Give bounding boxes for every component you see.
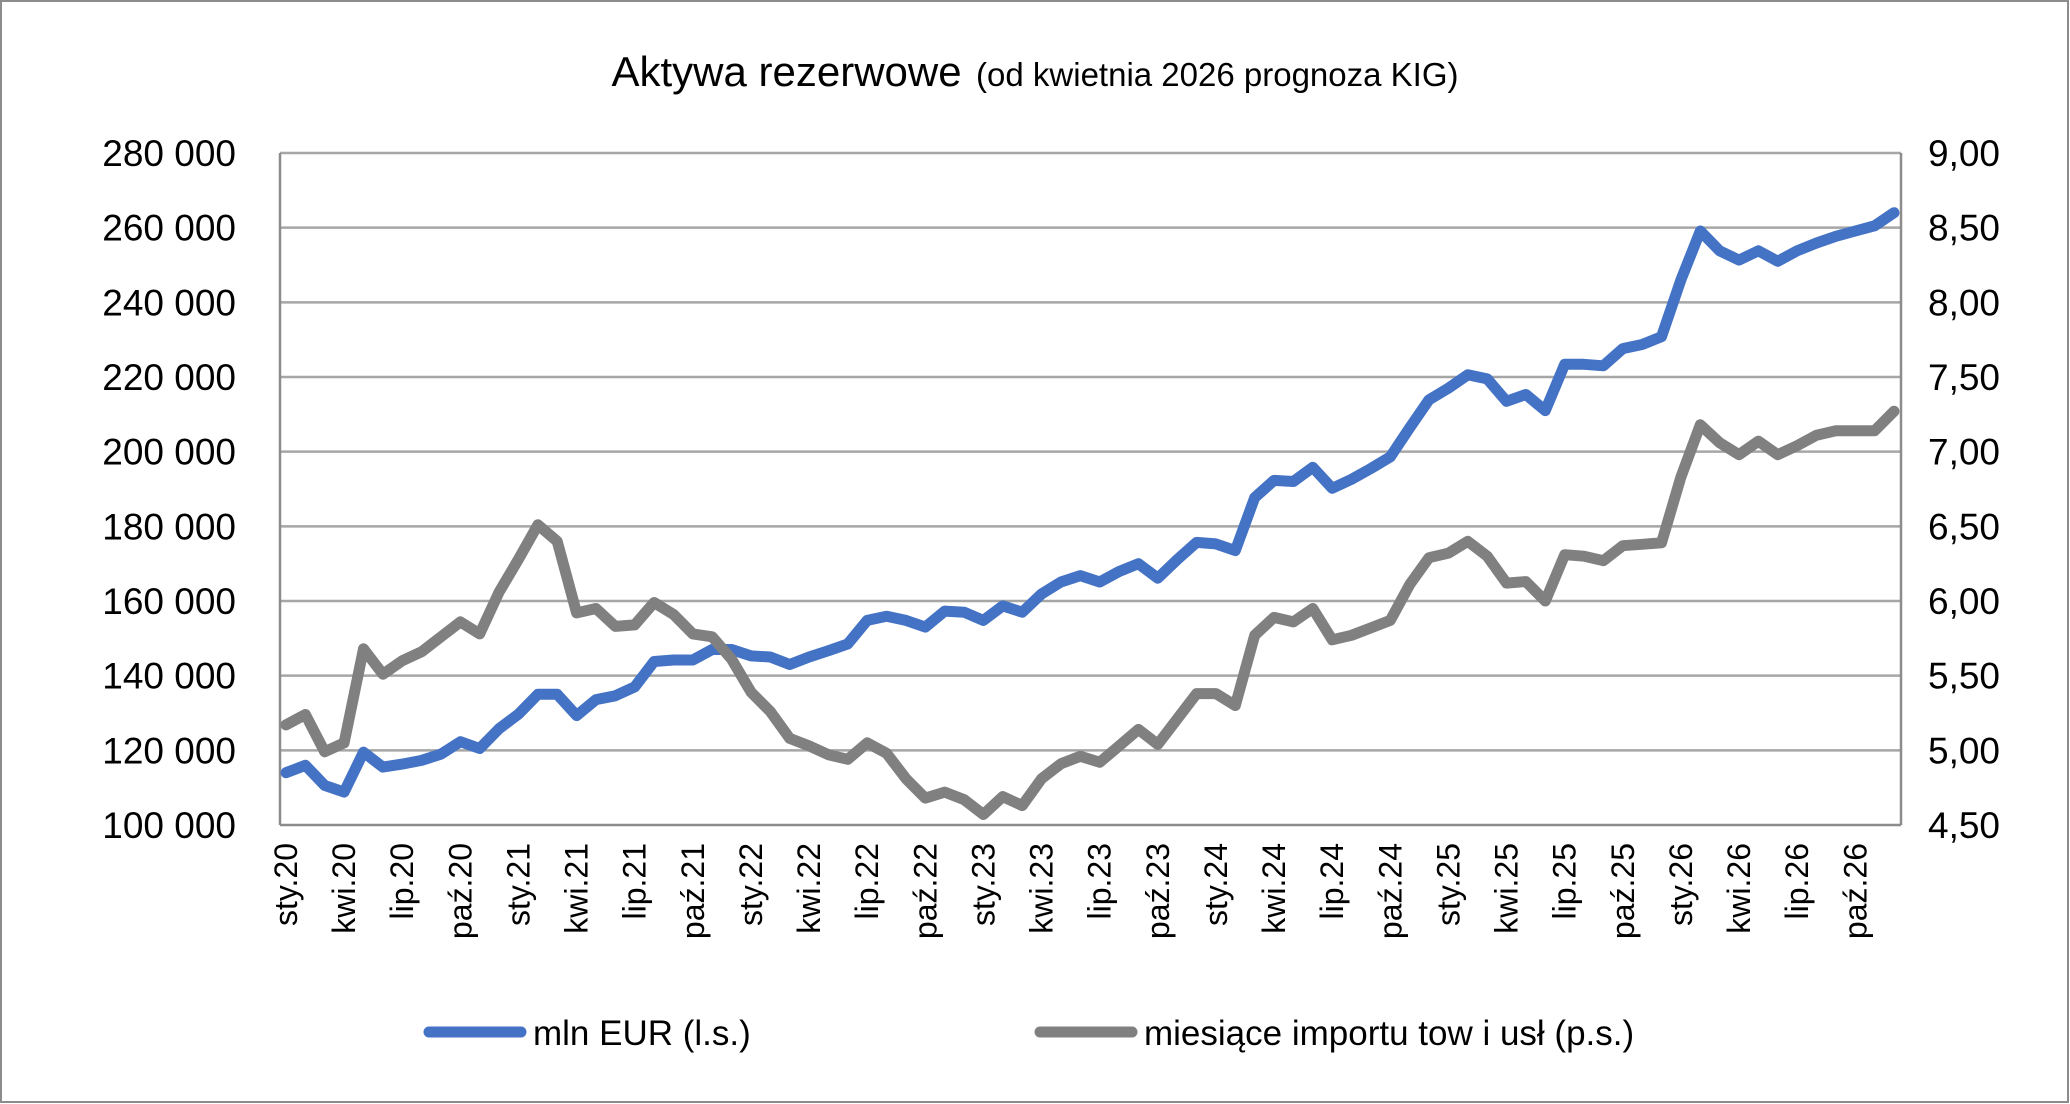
left-tick-label: 240 000 bbox=[102, 282, 236, 323]
x-tick-label: lip.25 bbox=[1547, 843, 1583, 920]
left-tick-label: 100 000 bbox=[102, 805, 236, 846]
x-tick-label: paź.25 bbox=[1605, 843, 1641, 939]
x-tick-label: paź.21 bbox=[675, 843, 711, 939]
legend-label: miesiące importu tow i usł (p.s.) bbox=[1144, 1014, 1634, 1053]
x-tick-label: sty.26 bbox=[1663, 843, 1699, 926]
series-lines bbox=[280, 207, 1900, 820]
right-tick-label: 5,50 bbox=[1928, 656, 2000, 697]
x-tick-label: sty.21 bbox=[500, 843, 536, 926]
right-axis-ticks: 4,50 5,00 5,50 6,00 6,50 7,00 7,50 8,00 8,50 9,00 bbox=[1928, 133, 2000, 846]
left-tick-label: 180 000 bbox=[102, 506, 236, 547]
series-line-mln-eur bbox=[280, 207, 1900, 798]
x-tick-label: sty.22 bbox=[733, 843, 769, 926]
gridlines bbox=[278, 151, 1903, 827]
left-tick-label: 160 000 bbox=[102, 581, 236, 622]
right-tick-label: 5,00 bbox=[1928, 730, 2000, 771]
x-tick-label: lip.24 bbox=[1314, 843, 1350, 920]
left-tick-label: 200 000 bbox=[102, 432, 236, 473]
series-line-months-of-import bbox=[280, 405, 1900, 820]
x-tick-label: kwi.22 bbox=[791, 843, 827, 934]
right-tick-label: 8,00 bbox=[1928, 282, 2000, 323]
x-tick-label: paź.24 bbox=[1372, 843, 1408, 939]
right-tick-label: 6,50 bbox=[1928, 506, 2000, 547]
chart-title: Aktywa rezerwowe (od kwietnia 2026 progn… bbox=[611, 48, 1458, 95]
legend: mln EUR (l.s.) miesiące importu tow i usł… bbox=[423, 1014, 1634, 1053]
x-tick-label: lip.26 bbox=[1779, 843, 1815, 920]
legend-label: mln EUR (l.s.) bbox=[533, 1014, 751, 1053]
x-tick-label: lip.22 bbox=[849, 843, 885, 920]
x-tick-label: kwi.23 bbox=[1024, 843, 1060, 934]
left-tick-label: 280 000 bbox=[102, 133, 236, 174]
x-tick-label: sty.20 bbox=[268, 843, 304, 926]
x-tick-label: sty.25 bbox=[1430, 843, 1466, 926]
left-tick-label: 220 000 bbox=[102, 357, 236, 398]
x-tick-label: paź.20 bbox=[442, 843, 478, 939]
left-tick-label: 260 000 bbox=[102, 208, 236, 249]
right-tick-label: 4,50 bbox=[1928, 805, 2000, 846]
left-tick-label: 140 000 bbox=[102, 656, 236, 697]
x-tick-label: paź.23 bbox=[1140, 843, 1176, 939]
x-tick-label: kwi.21 bbox=[559, 843, 595, 934]
x-tick-label: kwi.24 bbox=[1256, 843, 1292, 934]
x-tick-label: lip.21 bbox=[617, 843, 653, 920]
x-tick-label: kwi.26 bbox=[1721, 843, 1757, 934]
right-tick-label: 7,50 bbox=[1928, 357, 2000, 398]
right-tick-label: 7,00 bbox=[1928, 432, 2000, 473]
x-tick-label: paź.22 bbox=[907, 843, 943, 939]
right-tick-label: 6,00 bbox=[1928, 581, 2000, 622]
x-tick-label: paź.26 bbox=[1837, 843, 1873, 939]
title-main: Aktywa rezerwowe bbox=[611, 48, 961, 95]
right-tick-label: 9,00 bbox=[1928, 133, 2000, 174]
right-tick-label: 8,50 bbox=[1928, 208, 2000, 249]
left-tick-label: 120 000 bbox=[102, 730, 236, 771]
x-tick-label: lip.23 bbox=[1082, 843, 1118, 920]
x-axis-ticks: sty.20 kwi.20 lip.20 paź.20 sty.21 kwi.21 lip.… bbox=[268, 843, 1873, 939]
x-tick-label: kwi.25 bbox=[1489, 843, 1525, 934]
x-tick-label: sty.23 bbox=[965, 843, 1001, 926]
title-subtitle: (od kwietnia 2026 prognoza KIG) bbox=[976, 56, 1458, 93]
x-tick-label: lip.20 bbox=[384, 843, 420, 920]
x-tick-label: kwi.20 bbox=[326, 843, 362, 934]
x-tick-label: sty.24 bbox=[1198, 843, 1234, 926]
left-axis-ticks: 100 000 120 000 140 000 160 000 180 000 200 0… bbox=[102, 133, 236, 846]
